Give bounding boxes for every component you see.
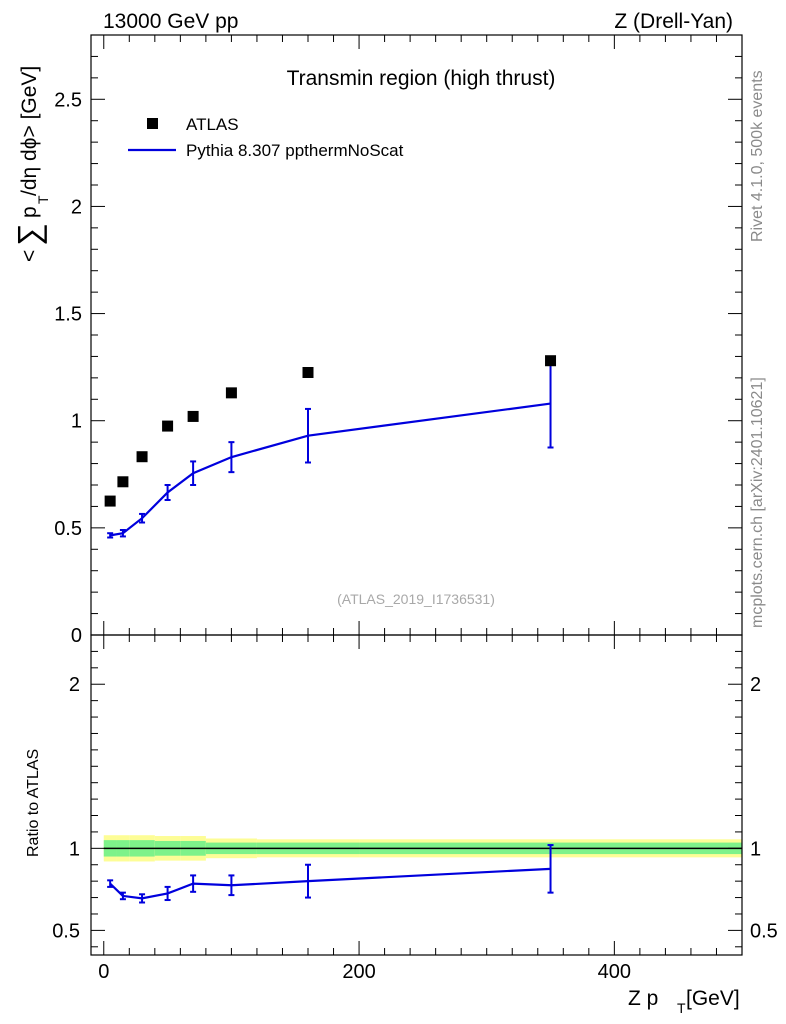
ratio-y-tick-label-left: 1 bbox=[69, 838, 80, 860]
atlas-data-point bbox=[225, 387, 237, 399]
ratio-y-axis-label: Ratio to ATLAS bbox=[25, 749, 42, 857]
x-axis-label: Z p T [GeV] bbox=[628, 987, 740, 1016]
main-y-tick-label: 0 bbox=[71, 625, 82, 647]
xlabel-sub: T bbox=[677, 1000, 686, 1016]
legend-atlas-marker bbox=[147, 118, 158, 129]
main-y-axis-label: < ∑ p T /dη dϕ> [GeV] bbox=[11, 66, 51, 262]
analysis-watermark: (ATLAS_2019_I1736531) bbox=[337, 591, 495, 607]
xlabel-main: Z p bbox=[628, 987, 658, 1010]
ratio-y-tick-label-left: 2 bbox=[69, 674, 80, 696]
main-y-tick-label: 2.5 bbox=[54, 89, 82, 111]
main-y-tick-label: 2 bbox=[71, 196, 82, 218]
ratio-y-tick-label-right: 2 bbox=[750, 674, 761, 696]
main-y-tick-label: 1.5 bbox=[54, 304, 82, 326]
pythia-series-line bbox=[109, 402, 551, 537]
main-y-tick-label: 0.5 bbox=[54, 518, 82, 540]
ratio-y-tick-label-left: 0.5 bbox=[52, 920, 80, 942]
x-tick-label: 400 bbox=[598, 961, 631, 983]
ylabel-sum: ∑ bbox=[11, 223, 47, 246]
mcplots-label: mcplots.cern.ch [arXiv:2401.10621] bbox=[749, 377, 766, 628]
header-right: Z (Drell-Yan) bbox=[614, 10, 733, 33]
legend: ATLAS Pythia 8.307 ppthermNoScat bbox=[128, 115, 404, 160]
ylabel-sub: T bbox=[35, 195, 51, 204]
atlas-data-point bbox=[136, 451, 148, 463]
ratio-pythia-line bbox=[109, 867, 551, 900]
ylabel-rest: /dη dϕ> [GeV] bbox=[18, 66, 41, 196]
main-title: Transmin region (high thrust) bbox=[287, 67, 556, 90]
ylabel-p: p bbox=[18, 206, 41, 218]
atlas-data-point bbox=[117, 476, 129, 488]
legend-pythia-label: Pythia 8.307 ppthermNoScat bbox=[186, 141, 404, 160]
rivet-label: Rivet 4.1.0, 500k events bbox=[749, 70, 766, 242]
x-tick-label: 0 bbox=[98, 961, 109, 983]
header-left: 13000 GeV pp bbox=[103, 10, 238, 33]
legend-atlas-label: ATLAS bbox=[186, 115, 239, 134]
atlas-data-point bbox=[104, 495, 116, 507]
atlas-data-point bbox=[162, 420, 174, 432]
atlas-data-point bbox=[545, 355, 557, 367]
ratio-y-tick-label-right: 0.5 bbox=[750, 920, 778, 942]
x-tick-label: 200 bbox=[342, 961, 375, 983]
ylabel-open: < bbox=[18, 250, 41, 262]
ratio-plot-frame bbox=[90, 634, 743, 956]
main-y-tick-label: 1 bbox=[71, 411, 82, 433]
ratio-y-tick-label-right: 1 bbox=[750, 838, 761, 860]
atlas-data-point bbox=[302, 367, 314, 378]
plot-content: 0 200 400 0 0.5 1 1.5 2 2.5 0.5 0.5 1 1 2 2 ATLAS Pythia… bbox=[52, 34, 778, 983]
atlas-data-point bbox=[187, 410, 199, 422]
xlabel-unit: [GeV] bbox=[686, 987, 740, 1010]
